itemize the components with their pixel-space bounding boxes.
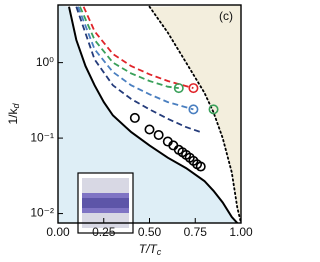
x-tick-label: 0.25 bbox=[92, 225, 116, 239]
data-point bbox=[208, 104, 219, 115]
curve bbox=[77, 6, 194, 111]
panel-label: (c) bbox=[219, 9, 233, 23]
curve bbox=[82, 6, 194, 89]
y-tick-label: 10⁰ bbox=[36, 55, 54, 69]
chart: (c) T/Tc 1/kd 0.00 0.25 0.50 0.75 1.00 10⁻² 10… bbox=[6, 4, 253, 257]
data-point bbox=[173, 83, 184, 94]
x-axis-label: T/Tc bbox=[139, 242, 162, 257]
curve bbox=[148, 5, 241, 223]
inset-image bbox=[77, 172, 134, 234]
data-point bbox=[195, 161, 206, 172]
y-label-main: 1/k bbox=[6, 108, 20, 125]
y-tick-label: 10⁻¹ bbox=[30, 130, 54, 144]
x-tick-label: 0.50 bbox=[138, 225, 162, 239]
curve bbox=[68, 6, 239, 223]
shaded-region bbox=[58, 5, 238, 223]
x-label-main: T/T bbox=[139, 242, 159, 256]
data-point bbox=[188, 104, 199, 115]
data-point bbox=[144, 124, 155, 135]
y-axis-label: 1/kd bbox=[6, 103, 21, 125]
x-tick-label: 1.00 bbox=[229, 225, 253, 239]
data-point bbox=[188, 83, 199, 94]
y-label-sub: d bbox=[11, 103, 21, 109]
y-tick-label: 10⁻² bbox=[30, 206, 54, 220]
x-label-sub: c bbox=[157, 247, 162, 257]
curve bbox=[79, 6, 179, 89]
shaded-region bbox=[149, 5, 241, 223]
plot-area bbox=[58, 5, 241, 223]
data-point bbox=[153, 129, 164, 140]
x-tick-label: 0.00 bbox=[46, 225, 70, 239]
x-tick-label: 0.75 bbox=[184, 225, 208, 239]
data-point bbox=[129, 112, 140, 123]
curve bbox=[75, 6, 201, 133]
